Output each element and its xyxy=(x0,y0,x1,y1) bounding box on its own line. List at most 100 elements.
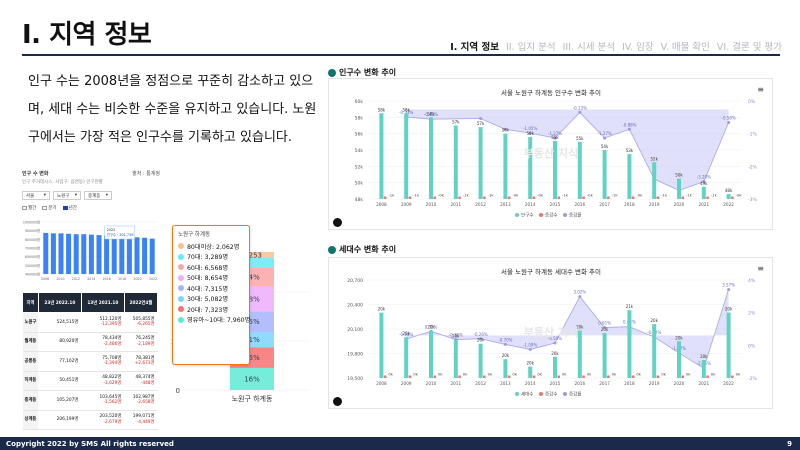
watermark-icon: 부동산 지식 xyxy=(524,325,578,339)
x-tick-label: 2014 xyxy=(525,202,536,207)
change-bar xyxy=(383,196,387,199)
period-option-2[interactable]: 분기 xyxy=(42,205,57,211)
x-tick-label: 2013 xyxy=(500,202,511,207)
rate-point xyxy=(553,341,557,345)
legend-dot xyxy=(539,213,543,217)
x-tick-label: 2014 xyxy=(87,277,95,281)
chart-menu-icon[interactable]: ≡ xyxy=(757,85,764,94)
value-bar xyxy=(453,125,458,199)
y-tick-label: 700000명 xyxy=(25,246,40,251)
period-option-3[interactable]: 년간 xyxy=(62,205,77,211)
value-cell: 48,822명 -1,629명 xyxy=(81,371,125,391)
region-select-3[interactable]: 중계동 ▾ xyxy=(84,191,112,200)
value-cell: 512,120명 -12,395명 xyxy=(81,312,125,333)
checkbox[interactable] xyxy=(62,205,68,210)
x-tick-label: 2022 xyxy=(723,381,734,386)
change-bar xyxy=(706,375,709,378)
x-tick-label: 2021 xyxy=(698,202,709,207)
segment-label: 16% xyxy=(244,375,260,383)
rate-point xyxy=(479,337,483,341)
value-cell: 76,245명 -2,189명 xyxy=(124,332,158,352)
intro-paragraph: 인구 수는 2008년을 정점으로 꾸준히 감소하고 있으며, 세대 수는 비슷… xyxy=(28,74,317,145)
x-tick-label: 2018 xyxy=(624,202,635,207)
x-tick-label: 2018 xyxy=(624,381,635,386)
period-option-1[interactable]: 월간 xyxy=(22,205,36,211)
rate-label: -1.09% xyxy=(523,342,537,347)
y-tick-label: 0 xyxy=(176,387,180,395)
bar-label: 21k xyxy=(626,304,634,309)
value-bar xyxy=(627,154,632,199)
rate-point xyxy=(578,295,582,299)
copyright: Copyright 2022 by SMS All rights reserve… xyxy=(6,439,174,448)
rate-point xyxy=(503,342,507,346)
y-tick-label: 900000명 xyxy=(25,228,40,233)
change-bar xyxy=(532,375,536,378)
mini-source-link[interactable]: 출처 : 통계청 xyxy=(132,171,160,177)
chevron-down-icon: ▾ xyxy=(74,193,77,198)
rate-point xyxy=(627,127,631,131)
checkbox[interactable] xyxy=(42,205,48,210)
x-tick-label: 2022 xyxy=(723,202,734,207)
select-value: 중계동 xyxy=(88,193,101,199)
x-tick-label: 2020 xyxy=(674,381,685,386)
table-header: 2022연4월 xyxy=(123,292,159,313)
value-bar xyxy=(503,133,508,199)
bar-label: 20k xyxy=(725,307,733,312)
change-bar xyxy=(408,196,412,199)
x-tick-label: 2008 xyxy=(376,381,387,386)
bar-label: 49k xyxy=(700,181,708,186)
mini-bar xyxy=(96,235,102,274)
rate-label: -0.28% xyxy=(399,332,413,337)
rate-point xyxy=(727,288,731,292)
value: 48,374명 xyxy=(135,375,155,381)
checkbox[interactable] xyxy=(22,205,27,210)
segment-label: 4,253 xyxy=(242,251,262,259)
x-tick-label: 2009 xyxy=(401,381,412,386)
bar-label: 53k xyxy=(626,148,634,153)
mini-tooltip-year: 2022 xyxy=(107,228,116,232)
value-cell: 75,708명 -1,394명 xyxy=(81,351,125,372)
age-tooltip: 노원구 하계동 80대이상: 2,062명 70대: 3,289명 60대: 6,5… xyxy=(172,225,250,365)
change-label: -1k xyxy=(488,193,495,198)
mini-bar xyxy=(126,236,132,274)
chart-menu-icon[interactable]: ≡ xyxy=(757,264,764,273)
tooltip-row: 70대: 3,289명 xyxy=(178,252,244,263)
x-tick-label: 2019 xyxy=(649,202,660,207)
y-tick-label: 20,400 xyxy=(347,303,363,309)
segment-label: 11% xyxy=(244,336,260,344)
segment-label: 18% xyxy=(244,295,260,303)
value-bar xyxy=(379,312,384,378)
nav-item-1[interactable]: I. 지역 정보 xyxy=(450,42,499,53)
checkbox-label: 월간 xyxy=(28,206,37,211)
rate-label: -1.27% xyxy=(548,131,562,136)
legend-label: 세대수 xyxy=(521,391,533,398)
legend-dot xyxy=(563,392,567,396)
rate-point xyxy=(479,117,483,120)
bar-label: 20k xyxy=(402,331,410,336)
x-tick-label: 2008 xyxy=(41,277,49,281)
mini-tooltip-box xyxy=(104,225,135,240)
nav-item-2[interactable]: II. 입지 분석 xyxy=(505,42,556,53)
change-label: -1k xyxy=(413,193,420,198)
value-bar xyxy=(528,136,533,199)
region-select-1[interactable]: 서울 ▾ xyxy=(22,191,50,200)
nav-item-5[interactable]: V. 매물 확인 xyxy=(660,42,710,53)
nav-item-3[interactable]: III. 시세 분석 xyxy=(562,42,615,53)
y-tick-label: 48k xyxy=(355,197,364,203)
change-bar xyxy=(681,196,684,199)
value-cell: 103,645명 -1,562명 xyxy=(81,390,125,411)
value-bar xyxy=(528,366,533,378)
diff: -6,265명 xyxy=(136,322,155,328)
page-number: 9 xyxy=(787,439,792,448)
mini-bar xyxy=(81,234,87,274)
tooltip-row: 40대: 7,315명 xyxy=(178,283,244,294)
bar-label: 58k xyxy=(378,107,386,112)
nav-item-6[interactable]: VI. 결론 및 평가 xyxy=(716,42,782,53)
change-label: -0k xyxy=(438,193,445,198)
y-tick-label: 1000000명 xyxy=(23,220,40,225)
nav-item-4[interactable]: IV. 임장 xyxy=(622,42,654,53)
region-select-2[interactable]: 노원구 ▾ xyxy=(53,191,81,200)
bar-label: 20k xyxy=(551,351,559,356)
tooltip-row: 80대이상: 2,062명 xyxy=(178,241,244,252)
value: 102,987명 xyxy=(132,394,155,400)
